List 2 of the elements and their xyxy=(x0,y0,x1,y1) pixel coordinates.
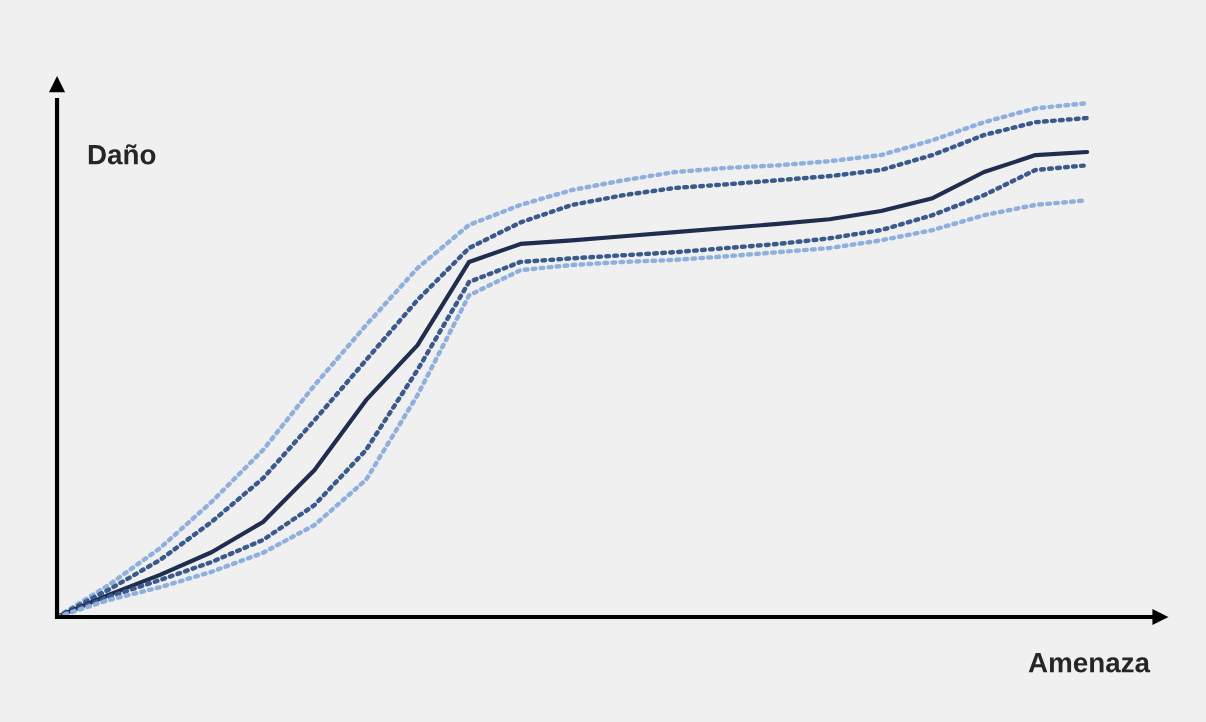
y-axis-title: Daño xyxy=(88,144,156,165)
x-axis-title: Amenaza xyxy=(1028,653,1151,673)
